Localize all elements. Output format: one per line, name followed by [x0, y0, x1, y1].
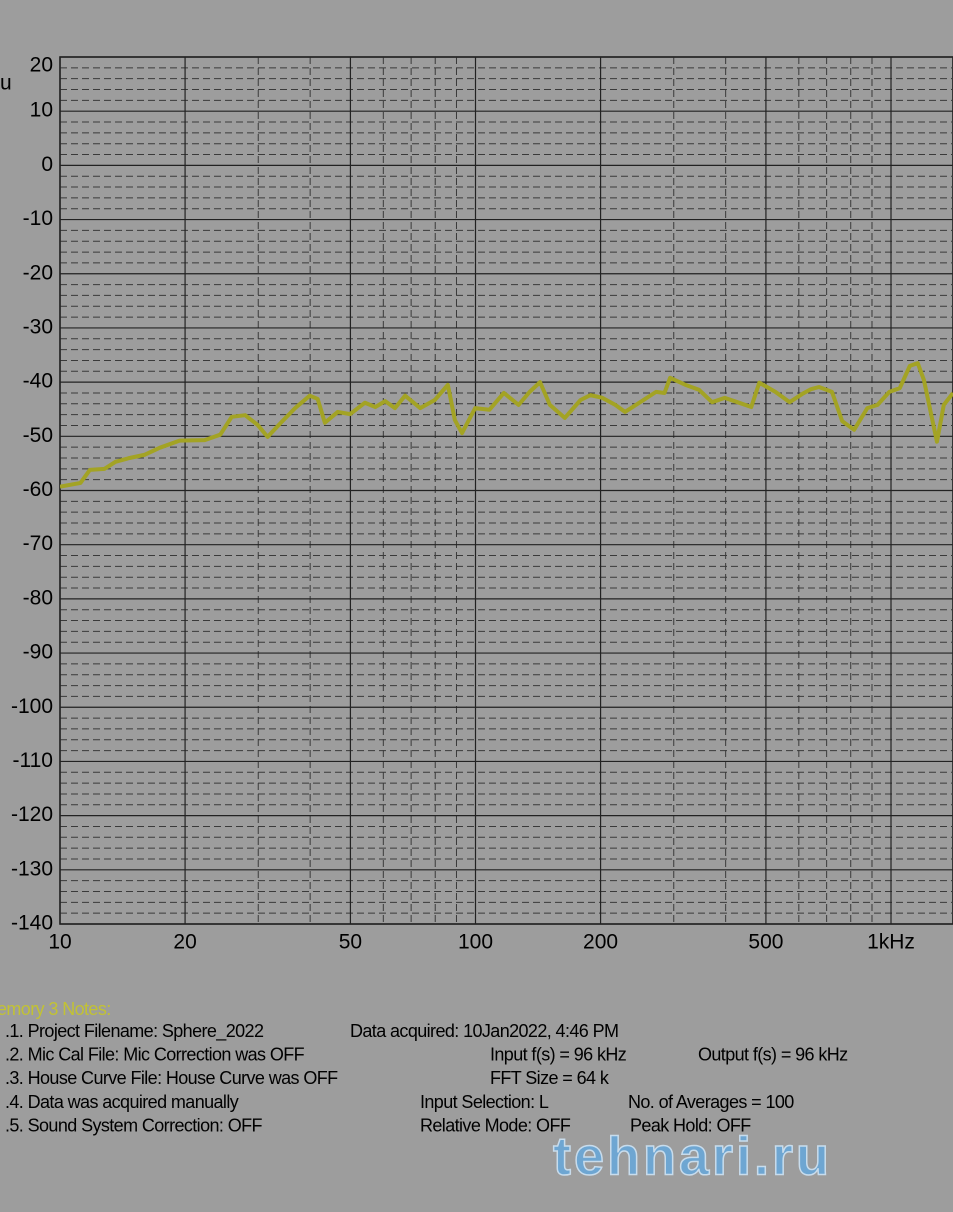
- y-tick-label: -120: [11, 803, 53, 826]
- y-tick-label: -140: [11, 912, 53, 935]
- y-tick-label: 0: [41, 153, 53, 176]
- note-text: .5. Sound System Correction: OFF: [5, 1116, 263, 1136]
- y-tick-label: -90: [23, 641, 53, 664]
- x-tick-label: 20: [173, 931, 196, 954]
- y-tick-label: 20: [30, 54, 53, 77]
- note-text: Output f(s) = 96 kHz: [698, 1044, 848, 1064]
- x-tick-label: 50: [339, 931, 362, 954]
- y-tick-label: -50: [23, 424, 53, 447]
- x-tick-label: 500: [748, 931, 783, 954]
- x-tick-label: 1kHz: [867, 931, 915, 954]
- note-text: Input f(s) = 96 kHz: [490, 1044, 627, 1064]
- note-text: Relative Mode: OFF: [420, 1116, 571, 1136]
- y-tick-label: 10: [30, 99, 53, 122]
- x-tick-label: 100: [458, 931, 493, 954]
- notes-title: emory 3 Notes:: [0, 999, 111, 1019]
- note-text: .2. Mic Cal File: Mic Correction was OFF: [5, 1044, 305, 1064]
- labels: -140-130-120-110-100-90-80-70-60-50-40-3…: [11, 54, 915, 954]
- y-tick-label: -10: [23, 207, 53, 230]
- y-tick-label: -70: [23, 532, 53, 555]
- note-text: Data acquired: 10Jan2022, 4:46 PM: [350, 1021, 618, 1041]
- data-line: [60, 361, 953, 489]
- note-text: No. of Averages = 100: [628, 1092, 794, 1112]
- y-tick-label: -80: [23, 586, 53, 609]
- watermark: tehnari.ru: [553, 1126, 832, 1186]
- notes: .1. Project Filename: Sphere_2022 Data ac…: [5, 1021, 849, 1136]
- y-tick-label: -130: [11, 857, 53, 880]
- note-text: FFT Size = 64 k: [490, 1068, 610, 1088]
- note-text: .3. House Curve File: House Curve was OF…: [5, 1068, 338, 1088]
- y-axis-label: u: [0, 72, 12, 95]
- note-text: Input Selection: L: [420, 1092, 549, 1112]
- x-tick-label: 10: [48, 931, 71, 954]
- note-text: Peak Hold: OFF: [630, 1116, 751, 1136]
- note-text: .1. Project Filename: Sphere_2022: [5, 1021, 264, 1042]
- y-tick-label: -60: [23, 478, 53, 501]
- y-tick-label: -110: [13, 749, 53, 772]
- note-text: .4. Data was acquired manually: [5, 1092, 239, 1112]
- grid: [59, 56, 953, 925]
- x-tick-label: 200: [583, 931, 618, 954]
- y-tick-label: -100: [11, 695, 53, 718]
- y-tick-label: -30: [23, 315, 53, 338]
- y-tick-label: -40: [23, 370, 53, 393]
- y-tick-label: -20: [23, 261, 53, 284]
